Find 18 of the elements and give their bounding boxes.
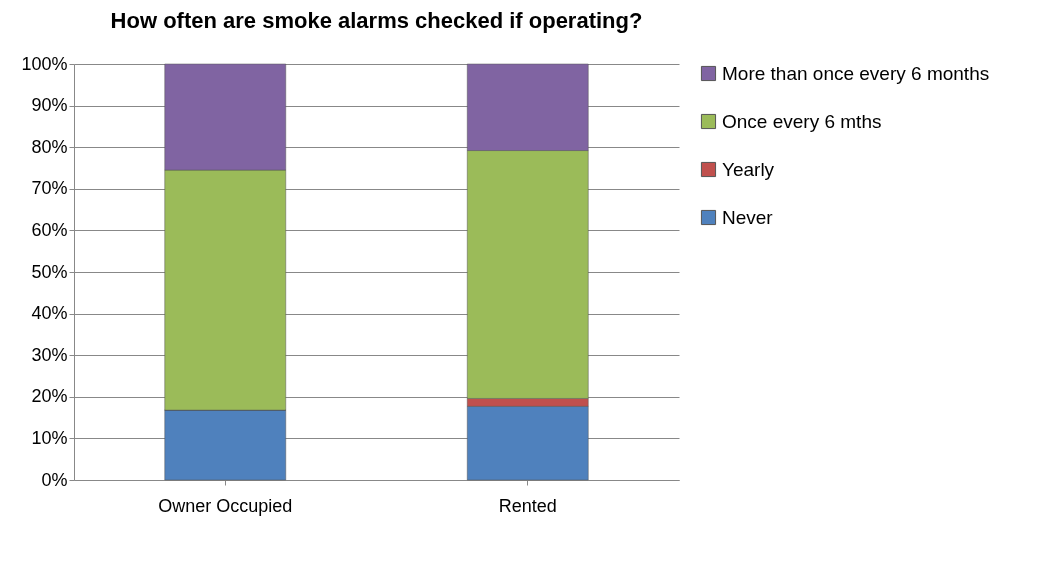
y-tick-label: 60%: [31, 219, 68, 240]
y-tick-label: 100%: [21, 53, 68, 74]
y-tick-label: 70%: [31, 178, 68, 199]
y-tick-label: 40%: [31, 303, 68, 324]
x-tick-label: Rented: [498, 495, 557, 516]
legend-label: Never: [722, 206, 774, 228]
y-tick-label: 10%: [31, 427, 68, 448]
y-tick-label: 80%: [31, 136, 68, 157]
y-tick-label: 20%: [31, 386, 68, 407]
y-tick-label: 90%: [31, 95, 68, 116]
y-tick-label: 0%: [41, 469, 68, 490]
legend-label: Once every 6 mths: [722, 110, 882, 132]
y-tick-label: 30%: [31, 344, 68, 365]
y-tick-label: 50%: [31, 261, 68, 282]
chart-title: How often are smoke alarms checked if operating?: [110, 8, 643, 33]
x-tick-label: Owner Occupied: [158, 495, 293, 516]
legend-label: Yearly: [722, 158, 775, 180]
legend-label: More than once every 6 months: [722, 62, 990, 84]
